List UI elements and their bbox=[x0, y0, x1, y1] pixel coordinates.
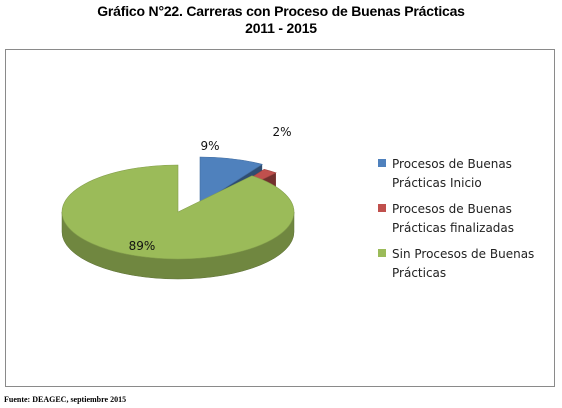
source-note: Fuente: DEAGEC, septiembre 2015 bbox=[4, 395, 127, 404]
legend-item-inicio: Procesos de Buenas Prácticas Inicio bbox=[378, 155, 558, 193]
legend-label-inicio-line1: Procesos de Buenas bbox=[392, 157, 512, 171]
legend-label-inicio-line2: Prácticas Inicio bbox=[392, 176, 482, 190]
data-label-sin-procesos: 89% bbox=[129, 239, 156, 253]
pie-slice-sin-procesos bbox=[61, 164, 295, 260]
legend-label-finalizadas-line2: Prácticas finalizadas bbox=[392, 221, 515, 235]
data-label-inicio: 9% bbox=[200, 139, 219, 153]
legend-item-sin-procesos: Sin Procesos de Buenas Prácticas bbox=[378, 245, 558, 283]
chart-title-line1: Gráfico N°22. Carreras con Proceso de Bu… bbox=[97, 3, 465, 19]
data-label-finalizadas: 2% bbox=[272, 125, 291, 139]
chart-title: Gráfico N°22. Carreras con Proceso de Bu… bbox=[0, 3, 562, 37]
legend-item-finalizadas: Procesos de Buenas Prácticas finalizadas bbox=[378, 200, 558, 238]
legend-label-finalizadas-line1: Procesos de Buenas bbox=[392, 202, 512, 216]
legend: Procesos de Buenas Prácticas Inicio Proc… bbox=[378, 155, 558, 290]
legend-swatch-finalizadas bbox=[378, 204, 386, 212]
legend-swatch-sin-procesos bbox=[378, 249, 386, 257]
chart-title-line2: 2011 - 2015 bbox=[245, 20, 317, 36]
legend-swatch-inicio bbox=[378, 159, 386, 167]
legend-label-sin-procesos-line2: Prácticas bbox=[392, 266, 447, 280]
legend-label-sin-procesos-line1: Sin Procesos de Buenas bbox=[392, 247, 535, 261]
pie-slice-inicio bbox=[199, 156, 263, 205]
